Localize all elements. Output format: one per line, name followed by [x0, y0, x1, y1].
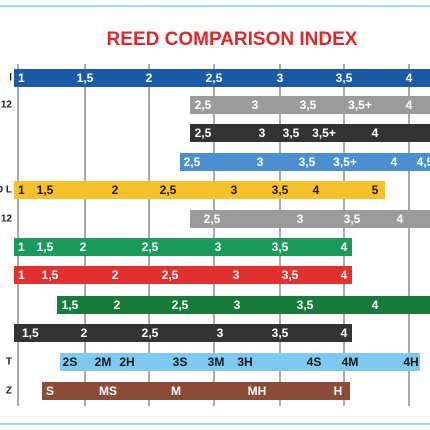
- strength-label: 1,5: [62, 298, 79, 312]
- strength-label: 2: [80, 240, 87, 254]
- strength-label: 1,5: [37, 183, 54, 197]
- strength-label: 3,5: [336, 71, 353, 85]
- strength-label: 3: [233, 268, 240, 282]
- brand-label: l: [9, 73, 12, 84]
- strength-bar: [14, 238, 352, 256]
- strength-label: 4: [341, 268, 348, 282]
- strength-label: 3: [231, 183, 238, 197]
- strength-label: 2,5: [142, 240, 159, 254]
- strength-label: 3: [277, 71, 284, 85]
- brand-label: O L: [0, 185, 12, 196]
- strength-label: 4S: [307, 355, 322, 369]
- strength-label: 2S: [63, 355, 78, 369]
- strength-bar: [60, 353, 420, 371]
- strength-label: 5: [372, 183, 379, 197]
- strength-bar: [14, 181, 385, 199]
- strength-label: 3H: [237, 355, 252, 369]
- strength-label: 3: [257, 155, 264, 169]
- strength-label: 2,5: [172, 298, 189, 312]
- strength-label: 4: [313, 183, 320, 197]
- brand-label: Z: [6, 386, 12, 397]
- strength-label: 3,5: [297, 298, 314, 312]
- strength-label: 2,5: [206, 71, 223, 85]
- strength-label: 4: [397, 212, 404, 226]
- strength-label: 1: [18, 183, 25, 197]
- strength-label: 4: [341, 240, 348, 254]
- brand-label: 12: [1, 214, 13, 225]
- strength-label: 1: [18, 268, 25, 282]
- strength-label: 2,5: [184, 155, 201, 169]
- strength-label: 2,5: [195, 126, 212, 140]
- strength-label: 1: [18, 240, 25, 254]
- strength-label: MS: [99, 384, 117, 398]
- strength-bar: [14, 324, 352, 342]
- strength-label: 3: [252, 98, 259, 112]
- strength-label: 3,5: [299, 155, 316, 169]
- strength-label: 2,5: [204, 212, 221, 226]
- strength-label: 3M: [208, 355, 225, 369]
- strength-label: 4: [341, 326, 348, 340]
- strength-label: 3,5: [344, 212, 361, 226]
- strength-label: 1,5: [37, 240, 54, 254]
- strength-label: 2: [146, 71, 153, 85]
- strength-label: 4: [391, 155, 398, 169]
- strength-bar: [190, 96, 430, 114]
- strength-label: 4: [406, 71, 413, 85]
- strength-label: 2: [114, 298, 121, 312]
- brand-label: 12: [1, 100, 13, 111]
- strength-label: MH: [248, 384, 267, 398]
- strength-label: 2M: [95, 355, 112, 369]
- strength-label: 3: [215, 240, 222, 254]
- strength-label: 2: [112, 183, 119, 197]
- strength-label: 3,5: [282, 268, 299, 282]
- strength-bar: [57, 296, 430, 314]
- strength-label: M: [171, 384, 181, 398]
- strength-label: 4M: [342, 355, 359, 369]
- strength-label: 2: [112, 268, 119, 282]
- strength-label: H: [334, 384, 343, 398]
- strength-label: 3,5+: [333, 155, 357, 169]
- strength-label: 3,5: [300, 98, 317, 112]
- strength-bar: [190, 124, 430, 142]
- strength-label: 1,5: [77, 71, 94, 85]
- strength-label: 4: [406, 98, 413, 112]
- chart-title: REED COMPARISON INDEX: [107, 29, 358, 50]
- strength-label: S: [46, 384, 54, 398]
- strength-label: 3: [297, 212, 304, 226]
- strength-label: 3: [234, 298, 241, 312]
- strength-bar: [14, 69, 430, 87]
- strength-label: 3: [259, 126, 266, 140]
- strength-label: 4: [372, 126, 379, 140]
- strength-label: 1,5: [22, 326, 39, 340]
- strength-label: 2,5: [160, 183, 177, 197]
- strength-label: 3: [217, 326, 224, 340]
- strength-bar: [14, 266, 352, 284]
- strength-bar: [180, 153, 430, 171]
- strength-label: 2H: [119, 355, 134, 369]
- strength-label: 3,5: [272, 240, 289, 254]
- strength-label: 3,5+: [312, 126, 336, 140]
- strength-label: 3S: [173, 355, 188, 369]
- strength-label: 2,5: [142, 326, 159, 340]
- strength-label: 4H: [403, 355, 418, 369]
- strength-label: 3,5+: [348, 98, 372, 112]
- strength-label: 1,5: [42, 268, 59, 282]
- strength-label: 3,5: [272, 326, 289, 340]
- strength-label: 4,5: [417, 155, 430, 169]
- strength-label: 2,5: [162, 268, 179, 282]
- strength-label: 2,5: [195, 98, 212, 112]
- strength-label: 1: [18, 71, 25, 85]
- brand-label: T: [6, 357, 12, 368]
- strength-bar: [42, 382, 350, 400]
- strength-label: 4: [372, 298, 379, 312]
- strength-label: 3,5: [272, 183, 289, 197]
- strength-bar: [190, 210, 430, 228]
- strength-label: 2: [81, 326, 88, 340]
- strength-label: 3,5: [283, 126, 300, 140]
